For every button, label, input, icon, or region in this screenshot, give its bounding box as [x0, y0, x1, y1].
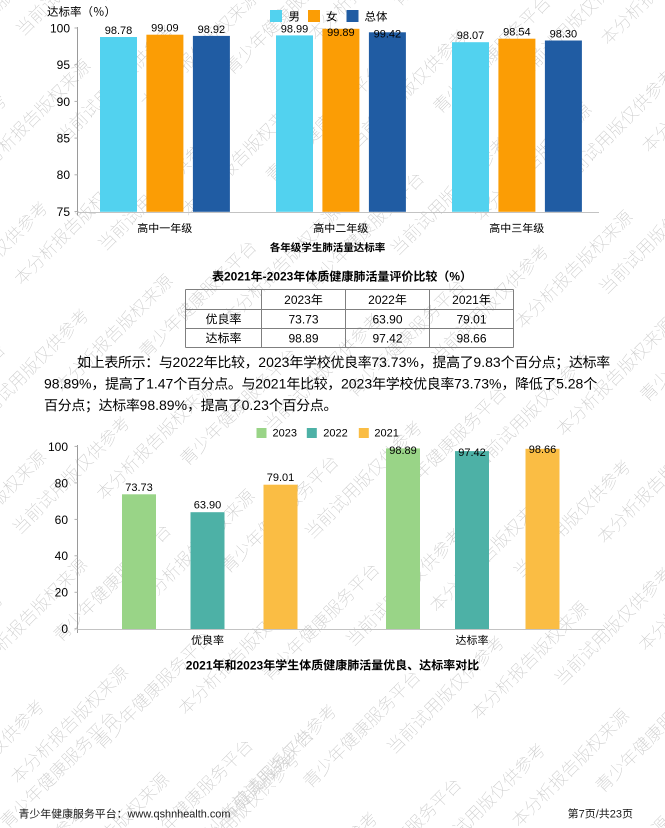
svg-text:2022: 2022 [173, 354, 204, 370]
svg-text:100: 100 [50, 21, 70, 35]
svg-text:98.54: 98.54 [503, 27, 531, 39]
svg-text:2023: 2023 [284, 293, 311, 307]
svg-text:99.89: 99.89 [327, 27, 355, 39]
svg-text:73.73%: 73.73% [371, 354, 418, 370]
svg-text:80: 80 [55, 476, 69, 490]
svg-text:98.66: 98.66 [456, 331, 486, 345]
svg-text:/: / [596, 809, 600, 821]
svg-text:9.83: 9.83 [473, 354, 500, 370]
svg-text:%: % [449, 270, 460, 284]
svg-text:98.66: 98.66 [529, 444, 557, 456]
svg-text:100: 100 [48, 440, 68, 454]
svg-text:97.42: 97.42 [458, 447, 486, 459]
svg-text:98.92: 98.92 [198, 24, 226, 36]
svg-text:2022: 2022 [323, 428, 347, 440]
svg-text:1.47: 1.47 [146, 376, 173, 392]
svg-text:95: 95 [57, 58, 71, 72]
svg-text:63.90: 63.90 [194, 500, 222, 512]
svg-text:73.73%: 73.73% [454, 376, 501, 392]
svg-text:60: 60 [55, 513, 69, 527]
svg-text:0: 0 [61, 622, 68, 636]
svg-text:98.99: 98.99 [281, 23, 309, 35]
svg-text:2021: 2021 [255, 376, 286, 392]
svg-text:63.90: 63.90 [372, 312, 402, 326]
svg-text:0.23: 0.23 [242, 397, 269, 413]
svg-text:2023: 2023 [237, 658, 264, 672]
svg-text:2023: 2023 [341, 376, 372, 392]
svg-text:99.09: 99.09 [151, 23, 179, 35]
svg-text:73.73: 73.73 [288, 312, 318, 326]
svg-text:98.78: 98.78 [105, 25, 133, 37]
svg-text:98.89%: 98.89% [44, 376, 91, 392]
svg-text:20: 20 [55, 586, 69, 600]
svg-text:79.01: 79.01 [456, 312, 486, 326]
svg-text:79.01: 79.01 [267, 472, 295, 484]
svg-text:2023: 2023 [273, 428, 297, 440]
svg-text:5.28: 5.28 [556, 376, 583, 392]
svg-text:2022: 2022 [368, 293, 395, 307]
svg-text:85: 85 [57, 132, 71, 146]
svg-text:98.30: 98.30 [550, 29, 578, 41]
svg-text:2021: 2021 [374, 428, 398, 440]
svg-text:98.89%: 98.89% [140, 397, 187, 413]
svg-text:7: 7 [579, 809, 585, 821]
svg-text:75: 75 [57, 205, 71, 219]
svg-text:97.42: 97.42 [372, 331, 402, 345]
svg-text:2023: 2023 [258, 354, 289, 370]
svg-text:40: 40 [55, 549, 69, 563]
svg-text:-2023: -2023 [263, 270, 294, 284]
svg-text:98.89: 98.89 [288, 331, 318, 345]
svg-text:80: 80 [57, 168, 71, 182]
svg-text:98.89: 98.89 [389, 445, 417, 457]
svg-text:2021: 2021 [452, 293, 479, 307]
svg-text:99.42: 99.42 [374, 28, 402, 40]
svg-text:90: 90 [57, 95, 71, 109]
svg-text:2021: 2021 [186, 658, 213, 672]
svg-text:23: 23 [610, 809, 622, 821]
svg-text:98.07: 98.07 [457, 30, 485, 42]
svg-text:73.73: 73.73 [125, 482, 153, 494]
svg-text:www.qshnhealth.com: www.qshnhealth.com [127, 809, 231, 821]
svg-text:2021: 2021 [224, 270, 251, 284]
